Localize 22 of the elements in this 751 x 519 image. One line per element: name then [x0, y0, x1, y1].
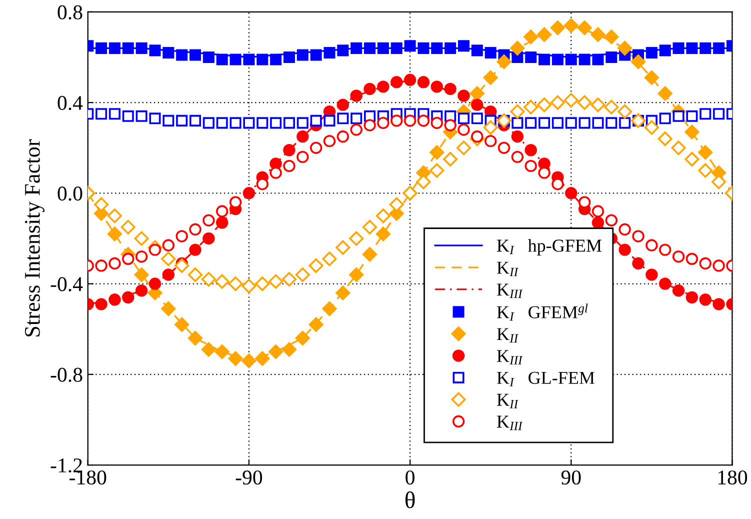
y-axis-title: Stress Intensity Factor [24, 139, 44, 336]
y-tick-label: 0.4 [58, 96, 83, 110]
x-tick-label: -180 [70, 470, 106, 485]
x-axis-title: θ [405, 491, 415, 508]
y-tick-label: 0.0 [58, 186, 82, 201]
legend-label: K$_{II}$ [496, 328, 519, 343]
y-tick-label: 0.8 [58, 5, 82, 20]
y-tick-label: -1.2 [50, 458, 82, 473]
x-tick-label: -90 [236, 470, 262, 485]
x-tick-label: 0 [406, 470, 414, 485]
y-tick-label: -0.8 [50, 368, 82, 382]
legend-label: K$_{III}$ [496, 416, 523, 430]
y-tick-label: -0.4 [50, 277, 83, 292]
legend-label: K$_{III}$ [496, 350, 523, 364]
legend-label: K$_{II}$ [496, 394, 519, 408]
legend-label: K$_{III}$ [496, 284, 523, 298]
legend-label: K$_{I}$ hp-GFEM [496, 239, 602, 256]
x-tick-label: 90 [561, 470, 581, 485]
x-tick-label: 180 [718, 470, 748, 485]
legend-label: K$_{II}$ [496, 262, 519, 276]
legend-label: K$_{I}$ GFEM$^{gl}$ [496, 304, 588, 321]
legend-label: K$_{I}$ GL-FEM [496, 372, 594, 386]
